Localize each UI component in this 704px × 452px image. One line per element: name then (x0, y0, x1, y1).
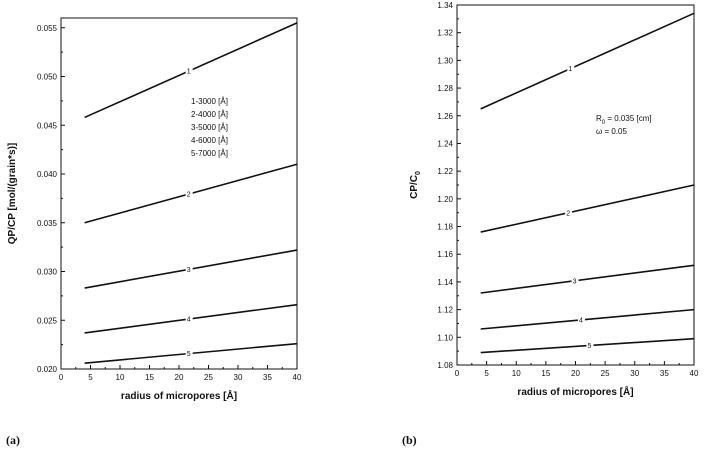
panel-b-y-tick-label: 1.20 (437, 195, 453, 204)
panel-a-x-tick-label: 35 (263, 373, 272, 382)
panel-b-series-5-label: 5 (588, 343, 592, 350)
panel-b-omega-annotation: ω = 0.05 (596, 127, 627, 136)
panel-a-series-3-label-bg (185, 264, 193, 273)
panel-b-y-tick-label: 1.08 (437, 361, 453, 370)
panel-a-series-2-label-bg (185, 189, 193, 198)
panel-a-y-tick-label: 0.055 (37, 24, 58, 33)
panel-b-x-tick-label: 15 (541, 369, 550, 378)
panel-a-legend-2: 2-4000 [Å] (191, 110, 228, 119)
panel-a-y-axis-title-text: QP/CP [mol/(grain*s)] (7, 143, 18, 245)
panel-a-y-tick-label: 0.045 (37, 121, 58, 130)
panel-a-x-tick-label: 40 (293, 373, 302, 382)
panel-a-x-tick-label: 10 (116, 373, 125, 382)
panel-a-x-tick-label: 25 (204, 373, 213, 382)
panel-a-series-4-label-bg (185, 314, 193, 323)
panel-b-y-tick-label: 1.26 (437, 112, 453, 121)
panel-b-y-tick-label: 1.34 (437, 1, 453, 10)
panel-b-series-2-label-bg (565, 207, 573, 216)
panel-a-y-tick-label: 0.020 (37, 365, 58, 374)
panel-a-series-1-label: 1 (187, 69, 191, 76)
panel-a-x-axis-title: radius of micropores [Å] (121, 389, 237, 402)
panel-a-y-tick-label: 0.030 (37, 268, 58, 277)
panel-b-label: (b) (402, 433, 417, 447)
panel-a-x-tick-label: 5 (88, 373, 93, 382)
panel-b-series-2-label: 2 (566, 210, 570, 217)
panel-a-x-tick-label: 30 (234, 373, 243, 382)
panel-a-legend-1: 1-3000 [Å] (191, 97, 228, 106)
panel-b-x-tick-label: 40 (690, 369, 699, 378)
panel-b-y-tick-label: 1.22 (437, 167, 453, 176)
panel-b-radius-symbol: R (596, 114, 602, 123)
panel-b-y-tick-label: 1.18 (437, 223, 453, 232)
panel-b-series-1-line (480, 12, 695, 110)
panel-b-y-tick-label: 1.10 (437, 333, 453, 342)
panel-a-legend-5: 5-7000 [Å] (191, 149, 228, 158)
panel-b-x-tick-label: 25 (601, 369, 610, 378)
panel-b-radius-subscript: 0 (602, 120, 606, 126)
panel-b-y-tick-label: 1.28 (437, 84, 453, 93)
panel-b-plot-frame (456, 4, 695, 366)
panel-a-y-axis-title: QP/CP [mol/(grain*s)] (7, 143, 18, 245)
panel-b-x-tick-label: 0 (455, 369, 460, 378)
panel-b-series-3-line (480, 264, 695, 294)
panel-a-x-tick-label: 0 (59, 373, 64, 382)
panel-b-y-tick-label: 1.16 (437, 250, 453, 259)
panel-a-plot-frame (60, 17, 298, 370)
panel-b-series-1-label: 1 (568, 66, 572, 73)
panel-b-y-axis-title: CP/C0 (409, 171, 422, 199)
panel-b-y-tick-label: 1.14 (437, 278, 453, 287)
panel-b-x-tick-label: 20 (571, 369, 580, 378)
panel-a-series-2-label: 2 (187, 192, 191, 199)
panel-b-series-2-line (480, 184, 695, 233)
panel-b-series-4-label-bg (577, 314, 585, 323)
panel-a-x-tick-label: 15 (145, 373, 154, 382)
panel-b-series-4-label: 4 (579, 317, 583, 324)
panel-a-series-3-label: 3 (187, 267, 191, 274)
panel-a: 0 5 10 15 20 25 30 35 400.0200.0250.0300.0350.04… (7, 17, 302, 402)
panel-b-y-tick-label: 1.32 (437, 29, 453, 38)
panel-a-legend-3: 3-5000 [Å] (191, 123, 228, 132)
panel-a-x-tick-label: 20 (175, 373, 184, 382)
panel-b-series-5-label-bg (586, 340, 594, 349)
panel-a-label: (a) (6, 433, 20, 447)
panel-b-series-1-label-bg (567, 63, 575, 72)
panel-b-series-3-label-bg (571, 275, 579, 284)
panel-a-legend-4: 4-6000 [Å] (191, 136, 228, 145)
panel-a-series-5-label: 5 (187, 351, 191, 358)
panel-b-series-3-label: 3 (573, 278, 577, 285)
panel-a-y-tick-label: 0.050 (37, 73, 58, 82)
panel-b-y-tick-label: 1.30 (437, 56, 453, 65)
panel-b-y-tick-label: 1.24 (437, 139, 453, 148)
panel-a-series-1-label-bg (185, 66, 193, 75)
panel-b-y-axis-title-subscript: 0 (415, 171, 422, 175)
panel-b-x-tick-label: 30 (630, 369, 639, 378)
panel-a-series-4-label: 4 (187, 317, 191, 324)
panel-a-series-5-label-bg (185, 348, 193, 357)
panel-b-x-tick-label: 10 (512, 369, 521, 378)
panel-b-y-tick-label: 1.12 (437, 306, 453, 315)
panel-b-x-axis-title: radius of micropores [Å] (517, 385, 633, 398)
panel-b-radius-value: = 0.035 [cm] (605, 114, 651, 123)
panel-b-x-tick-label: 5 (484, 369, 489, 378)
panel-a-y-tick-label: 0.040 (37, 170, 58, 179)
panel-b-x-tick-label: 35 (660, 369, 669, 378)
panel-b-y-axis-title-text: CP/C (409, 175, 420, 199)
panel-b-radius-annotation: R0 = 0.035 [cm] (596, 114, 652, 126)
panel-b-series-4-line (480, 308, 695, 330)
panel-a-y-tick-label: 0.025 (37, 316, 58, 325)
panel-a-y-tick-label: 0.035 (37, 219, 58, 228)
panel-b: 0 5 10 15 20 25 30 35 401.081.101.121.141.161.18… (409, 1, 699, 398)
